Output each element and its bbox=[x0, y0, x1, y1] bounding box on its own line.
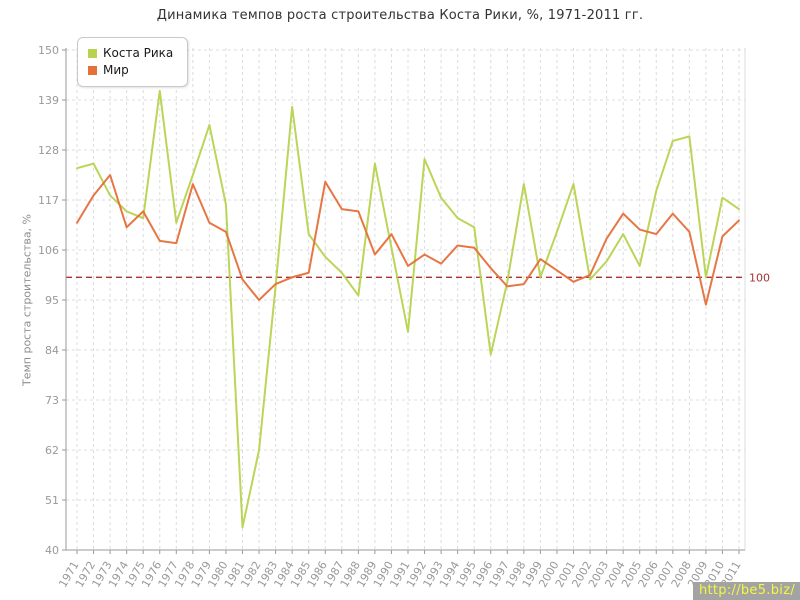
legend: Коста Рика Мир bbox=[77, 37, 189, 87]
legend-item-costa-rica[interactable]: Коста Рика bbox=[88, 45, 173, 62]
y-tick-label: 106 bbox=[38, 244, 59, 257]
x-axis-labels: 1971197219731974197519761977197819791980… bbox=[56, 550, 744, 590]
series-line-world bbox=[76, 174, 740, 306]
y-tick-label: 62 bbox=[45, 444, 59, 457]
costa-rica-swatch bbox=[88, 49, 97, 58]
world-swatch bbox=[88, 66, 97, 75]
baseline-100: 100 bbox=[66, 271, 770, 284]
y-tick-label: 84 bbox=[45, 344, 59, 357]
y-tick-label: 40 bbox=[45, 544, 59, 557]
watermark-link[interactable]: http://be5.biz/ bbox=[692, 582, 800, 600]
y-tick-label: 139 bbox=[38, 94, 59, 107]
y-axis-labels: 40 51 62 73 84 95 106 117 128 139 150 bbox=[38, 44, 66, 557]
baseline-100-label: 100 bbox=[749, 271, 770, 284]
y-axis-title: Темп роста строительства, % bbox=[20, 213, 34, 387]
y-tick-label: 73 bbox=[45, 394, 59, 407]
chart-title: Динамика темпов роста строительства Кост… bbox=[156, 8, 644, 23]
legend-item-world[interactable]: Мир bbox=[88, 62, 173, 79]
plot-grid bbox=[66, 48, 745, 550]
legend-label-world: Мир bbox=[103, 63, 129, 77]
y-tick-label: 128 bbox=[38, 144, 59, 157]
y-tick-label: 95 bbox=[45, 294, 59, 307]
y-tick-label: 51 bbox=[45, 494, 59, 507]
legend-label-costa-rica: Коста Рика bbox=[103, 46, 174, 60]
y-tick-label: 117 bbox=[38, 194, 59, 207]
y-tick-label: 150 bbox=[38, 44, 59, 57]
series-line-costa-rica bbox=[76, 89, 740, 529]
